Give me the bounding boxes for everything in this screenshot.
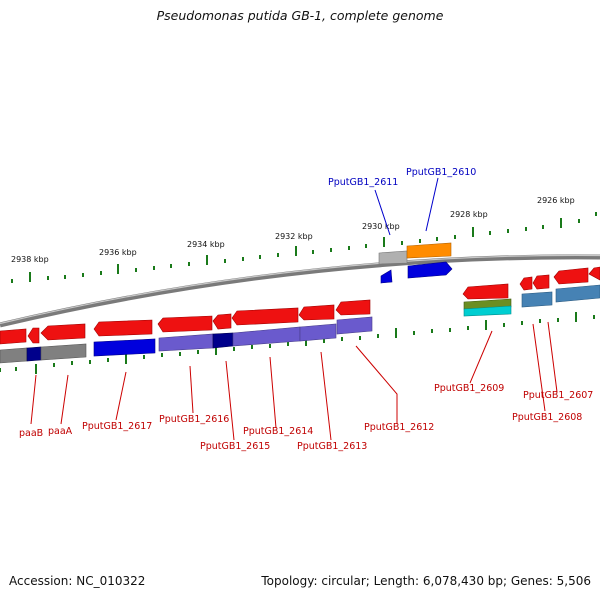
scale-label: 2932 kbp bbox=[275, 232, 313, 241]
leader-lines-blue bbox=[374, 177, 439, 236]
gene-label: PputGB1_2614 bbox=[243, 426, 313, 437]
gene-arrows-red bbox=[0, 261, 600, 345]
feature-bars-lower bbox=[0, 242, 600, 364]
gene-label: PputGB1_2610 bbox=[406, 167, 476, 178]
leader-lines-red bbox=[30, 321, 558, 441]
gene-label: PputGB1_2612 bbox=[364, 422, 434, 433]
gene-label: PputGB1_2613 bbox=[297, 441, 367, 452]
gene-label: paaB bbox=[19, 428, 43, 439]
genome-backbone bbox=[0, 254, 600, 328]
gene-label: PputGB1_2611 bbox=[328, 177, 398, 188]
scale-label: 2934 kbp bbox=[187, 240, 225, 249]
gene-label: PputGB1_2608 bbox=[512, 412, 582, 423]
topology-text: Topology: circular; Length: 6,078,430 bp… bbox=[261, 574, 591, 588]
gene-label: paaA bbox=[48, 426, 73, 437]
upper-tick-scale bbox=[11, 212, 597, 283]
scale-label: 2930 kbp bbox=[362, 222, 400, 231]
scale-label: 2936 kbp bbox=[99, 248, 137, 257]
gene-label: PputGB1_2617 bbox=[82, 421, 152, 432]
scale-label: 2926 kbp bbox=[537, 196, 575, 205]
gene-label: PputGB1_2609 bbox=[434, 383, 504, 394]
accession-text: Accession: NC_010322 bbox=[9, 574, 146, 588]
scale-label: 2928 kbp bbox=[450, 210, 488, 219]
gene-label: PputGB1_2616 bbox=[159, 414, 229, 425]
scale-label: 2938 kbp bbox=[11, 255, 49, 264]
lower-tick-scale bbox=[0, 312, 595, 374]
gene-label: PputGB1_2607 bbox=[523, 390, 593, 401]
map-title: Pseudomonas putida GB-1, complete genome bbox=[156, 8, 444, 23]
gene-label: PputGB1_2615 bbox=[200, 441, 270, 452]
